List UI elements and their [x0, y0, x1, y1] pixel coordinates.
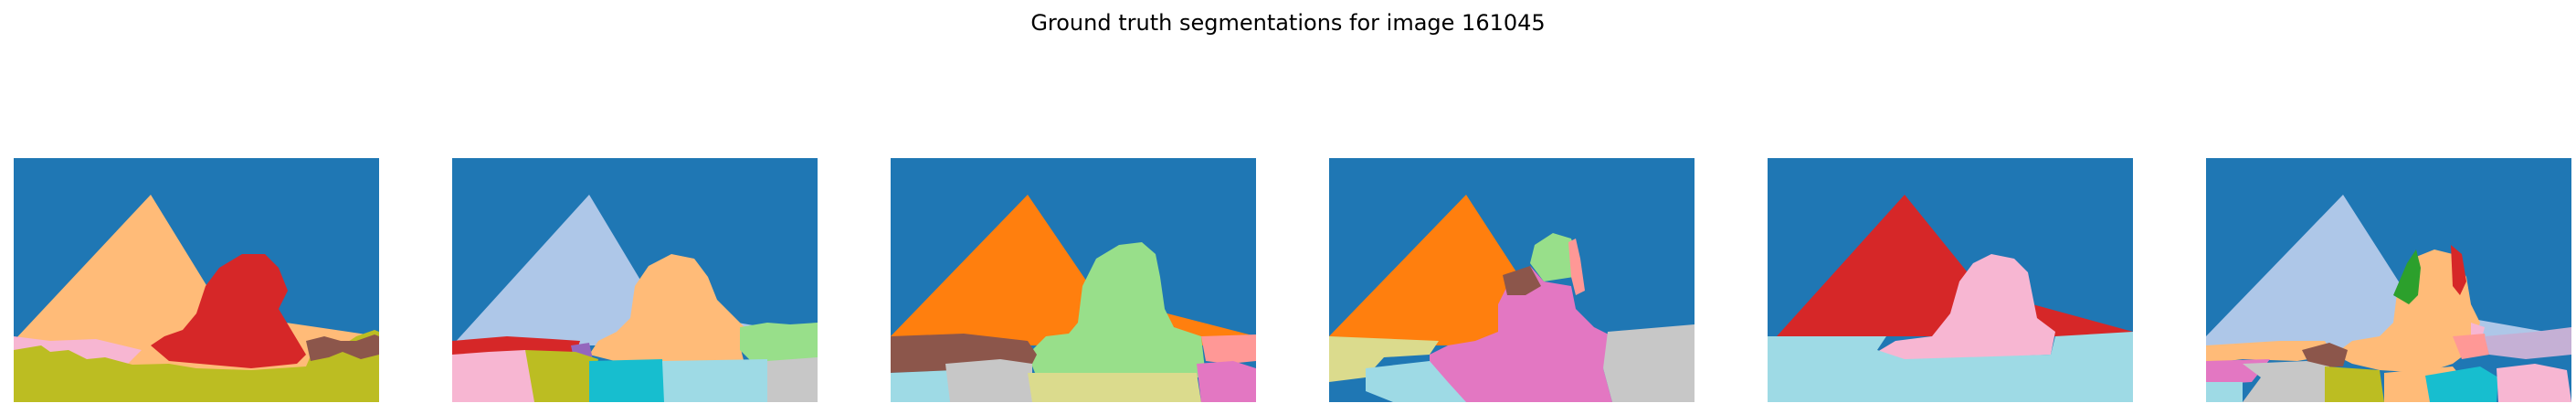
- segment-ground: [525, 350, 598, 402]
- segmentation-panel-4: [1329, 158, 1694, 402]
- figure-title: Ground truth segmentations for image 161…: [0, 9, 2576, 37]
- segment-pale-teal: [2206, 382, 2243, 402]
- segment-right-green: [740, 323, 818, 364]
- segment-pale-teal: [662, 359, 767, 402]
- segment-teal: [589, 359, 667, 402]
- segmentation-panel-3: [891, 158, 1256, 402]
- segmentation-map-4: [1329, 158, 1694, 402]
- segment-foreground-pink: [2497, 364, 2571, 402]
- segmentation-panel-2: [452, 158, 818, 402]
- segment-magenta: [1197, 361, 1256, 402]
- segmentation-panel-5: [1768, 158, 2133, 402]
- segmentation-map-6: [2206, 158, 2571, 402]
- segmentation-map-3: [891, 158, 1256, 402]
- segment-olive: [2325, 366, 2384, 402]
- segment-pale-teal: [891, 370, 955, 402]
- segment-khaki: [1028, 373, 1201, 402]
- segmentation-map-2: [452, 158, 818, 402]
- segmentation-panel-6: [2206, 158, 2571, 402]
- segment-gray: [945, 359, 1032, 402]
- segmentation-panel-1: [14, 158, 379, 402]
- segment-gray: [1603, 324, 1694, 402]
- segmentation-map-1: [14, 158, 379, 402]
- segment-salmon: [1201, 334, 1256, 364]
- segment-gray: [767, 357, 818, 402]
- segmentation-map-5: [1768, 158, 2133, 402]
